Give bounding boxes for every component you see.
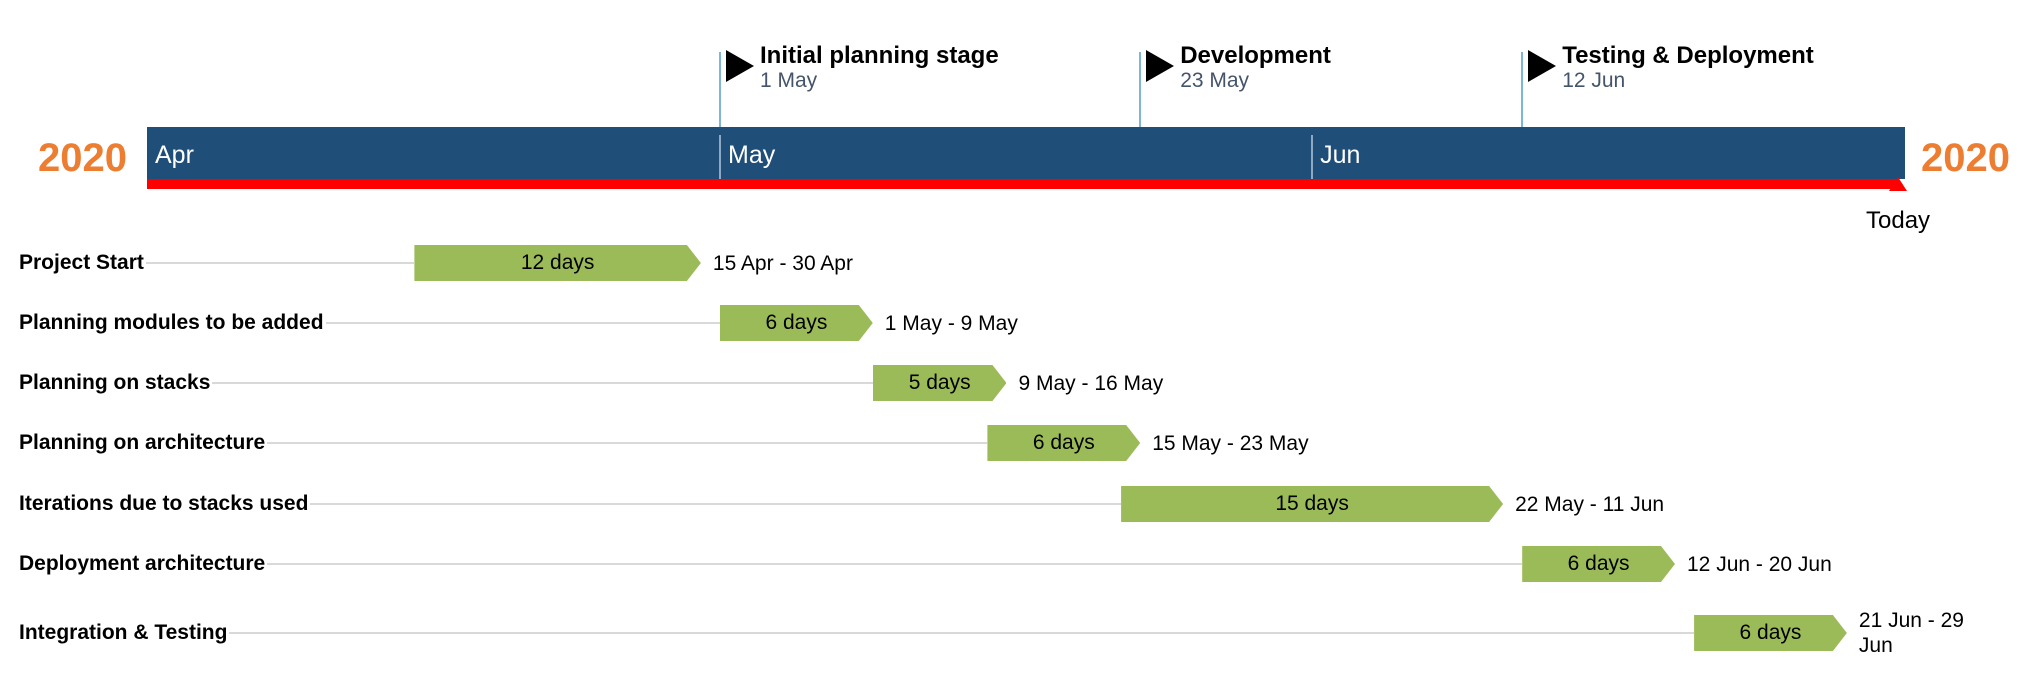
task-connector-line [145, 262, 415, 264]
month-label-may: May [728, 141, 776, 169]
milestone-line [719, 52, 721, 127]
milestone-date: 12 Jun [1562, 69, 1626, 92]
milestone-line [1521, 52, 1524, 127]
task-connector-line [229, 632, 1695, 634]
today-progress-bar [147, 179, 1899, 189]
task-connector-line [325, 322, 720, 324]
milestone-flag-icon [1528, 50, 1557, 82]
month-divider [1311, 135, 1314, 179]
task-label: Deployment architecture [19, 552, 266, 575]
task-label: Planning on stacks [19, 371, 211, 394]
task-date-range: 22 May - 11 Jun [1515, 493, 1665, 516]
milestone-line [1139, 52, 1142, 127]
year-label-right: 2020 [1921, 136, 2010, 180]
task-date-range: 1 May - 9 May [884, 312, 1018, 335]
task-date-range: 15 Apr - 30 Apr [712, 252, 853, 275]
task-bar: 12 days [414, 245, 701, 281]
task-bar: 6 days [1694, 615, 1847, 651]
month-divider [719, 135, 721, 179]
task-bar: 6 days [720, 305, 873, 341]
task-date-range: 15 May - 23 May [1152, 432, 1309, 455]
task-bar: 15 days [1121, 486, 1503, 522]
milestone-title: Initial planning stage [760, 42, 999, 69]
milestone-date: 23 May [1180, 69, 1250, 92]
task-bar: 6 days [987, 425, 1140, 461]
timescale-bar [147, 127, 1905, 179]
month-label-jun: Jun [1320, 141, 1361, 169]
year-label-left: 2020 [38, 136, 127, 180]
task-label: Integration & Testing [19, 621, 228, 644]
task-label: Project Start [19, 251, 144, 274]
task-connector-line [310, 503, 1122, 505]
milestone-flag-icon [1146, 50, 1175, 82]
task-connector-line [267, 442, 988, 444]
milestone-title: Testing & Deployment [1562, 42, 1814, 69]
milestone-flag-icon [726, 50, 754, 82]
task-label: Planning modules to be added [19, 311, 324, 334]
task-date-range: 9 May - 16 May [1018, 372, 1164, 395]
task-bar: 6 days [1522, 546, 1675, 582]
task-label: Planning on architecture [19, 431, 266, 454]
milestone-title: Development [1180, 42, 1331, 69]
today-marker-icon [1889, 177, 1907, 191]
today-label: Today [1866, 207, 1931, 234]
task-date-range: 21 Jun - 29 Jun [1858, 609, 1964, 657]
task-connector-line [267, 563, 1523, 565]
task-label: Iterations due to stacks used [19, 492, 309, 515]
milestone-date: 1 May [760, 69, 818, 92]
task-connector-line [212, 382, 873, 384]
month-label-apr: Apr [155, 141, 194, 169]
task-date-range: 12 Jun - 20 Jun [1687, 553, 1832, 576]
task-bar: 5 days [873, 365, 1007, 401]
